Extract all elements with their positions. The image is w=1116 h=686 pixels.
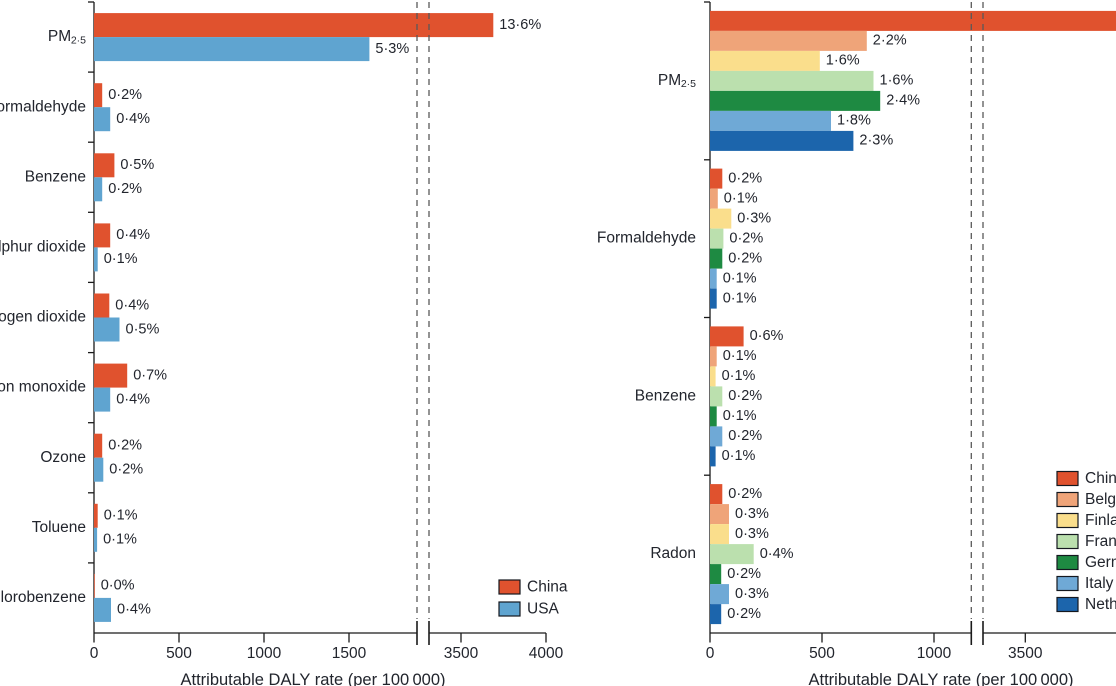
svg-text:0·4%: 0·4% — [116, 111, 150, 127]
svg-text:1000: 1000 — [247, 645, 282, 662]
svg-text:0·4%: 0·4% — [115, 297, 149, 313]
svg-text:Ozone: Ozone — [40, 449, 86, 466]
svg-text:0·1%: 0·1% — [722, 448, 756, 464]
svg-text:Italy: Italy — [1085, 575, 1114, 592]
svg-text:0: 0 — [706, 645, 715, 662]
svg-text:2·4%: 2·4% — [886, 93, 920, 109]
svg-text:0·3%: 0·3% — [735, 586, 769, 602]
svg-text:5·3%: 5·3% — [375, 41, 409, 57]
svg-text:500: 500 — [166, 645, 192, 662]
svg-text:4000: 4000 — [529, 645, 564, 662]
svg-text:0·4%: 0·4% — [116, 391, 150, 407]
svg-text:0·4%: 0·4% — [116, 227, 150, 243]
svg-text:1·8%: 1·8% — [837, 113, 871, 129]
svg-text:Netherlands: Netherlands — [1085, 596, 1116, 613]
svg-text:Sulphur dioxide: Sulphur dioxide — [0, 238, 86, 255]
svg-text:Carbon monoxide: Carbon monoxide — [0, 379, 86, 396]
svg-text:Toluene: Toluene — [32, 519, 86, 536]
svg-text:2·3%: 2·3% — [859, 133, 893, 149]
svg-text:0·2%: 0·2% — [727, 606, 761, 622]
svg-text:0·5%: 0·5% — [126, 321, 160, 337]
svg-text:Nitrogen dioxide: Nitrogen dioxide — [0, 309, 86, 326]
svg-text:0·1%: 0·1% — [104, 251, 138, 267]
svg-text:0·1%: 0·1% — [723, 290, 757, 306]
svg-text:0·0%: 0·0% — [101, 578, 135, 594]
svg-text:0·7%: 0·7% — [133, 367, 167, 383]
svg-text:0·2%: 0·2% — [728, 486, 762, 502]
svg-text:Formaldehyde: Formaldehyde — [597, 230, 696, 247]
svg-text:0·1%: 0·1% — [104, 508, 138, 524]
svg-text:China: China — [527, 579, 568, 596]
svg-text:1000: 1000 — [917, 645, 952, 662]
svg-text:Attributable DALY rate (per 10: Attributable DALY rate (per 100 000) — [808, 671, 1073, 686]
svg-text:Germany: Germany — [1085, 554, 1116, 571]
svg-text:0·1%: 0·1% — [103, 532, 137, 548]
svg-text:3500: 3500 — [444, 645, 479, 662]
svg-text:1500: 1500 — [332, 645, 367, 662]
svg-text:USA: USA — [527, 601, 560, 618]
svg-text:0·2%: 0·2% — [108, 87, 142, 103]
svg-text:1·6%: 1·6% — [826, 53, 860, 69]
svg-text:China: China — [1085, 470, 1116, 487]
svg-text:3500: 3500 — [1008, 645, 1043, 662]
svg-text:Radon: Radon — [650, 545, 696, 562]
svg-text:0·1%: 0·1% — [723, 270, 757, 286]
svg-text:PM2·5: PM2·5 — [658, 72, 696, 90]
svg-text:Benzene: Benzene — [25, 168, 86, 185]
svg-text:1·6%: 1·6% — [880, 73, 914, 89]
svg-text:0·3%: 0·3% — [735, 526, 769, 542]
svg-text:PM2·5: PM2·5 — [48, 28, 86, 46]
svg-text:0·3%: 0·3% — [737, 210, 771, 226]
svg-text:0·4%: 0·4% — [760, 546, 794, 562]
svg-text:Finland: Finland — [1085, 512, 1116, 529]
svg-text:Benzene: Benzene — [635, 387, 696, 404]
svg-text:500: 500 — [809, 645, 835, 662]
svg-text:Belgium: Belgium — [1085, 491, 1116, 508]
svg-text:Attributable DALY rate (per 10: Attributable DALY rate (per 100 000) — [180, 671, 445, 686]
svg-text:Formaldehyde: Formaldehyde — [0, 98, 86, 115]
svg-text:0·2%: 0·2% — [728, 388, 762, 404]
svg-text:2·2%: 2·2% — [873, 33, 907, 49]
svg-text:Chlorobenzene: Chlorobenzene — [0, 589, 86, 606]
svg-text:0·2%: 0·2% — [727, 566, 761, 582]
svg-text:0·1%: 0·1% — [724, 190, 758, 206]
svg-text:0·6%: 0·6% — [750, 328, 784, 344]
svg-text:0·1%: 0·1% — [723, 348, 757, 364]
svg-text:0·2%: 0·2% — [728, 170, 762, 186]
svg-text:0·2%: 0·2% — [108, 438, 142, 454]
svg-text:0: 0 — [90, 645, 99, 662]
svg-text:0·1%: 0·1% — [722, 368, 756, 384]
svg-text:0·5%: 0·5% — [120, 157, 154, 173]
svg-text:0·2%: 0·2% — [728, 250, 762, 266]
svg-text:0·2%: 0·2% — [729, 230, 763, 246]
svg-text:0·2%: 0·2% — [728, 428, 762, 444]
svg-text:0·2%: 0·2% — [108, 181, 142, 197]
svg-text:0·2%: 0·2% — [109, 462, 143, 478]
svg-text:0·4%: 0·4% — [117, 602, 151, 618]
svg-text:France: France — [1085, 533, 1116, 550]
svg-text:13·6%: 13·6% — [499, 17, 541, 33]
svg-text:0·3%: 0·3% — [735, 506, 769, 522]
svg-text:0·1%: 0·1% — [723, 408, 757, 424]
